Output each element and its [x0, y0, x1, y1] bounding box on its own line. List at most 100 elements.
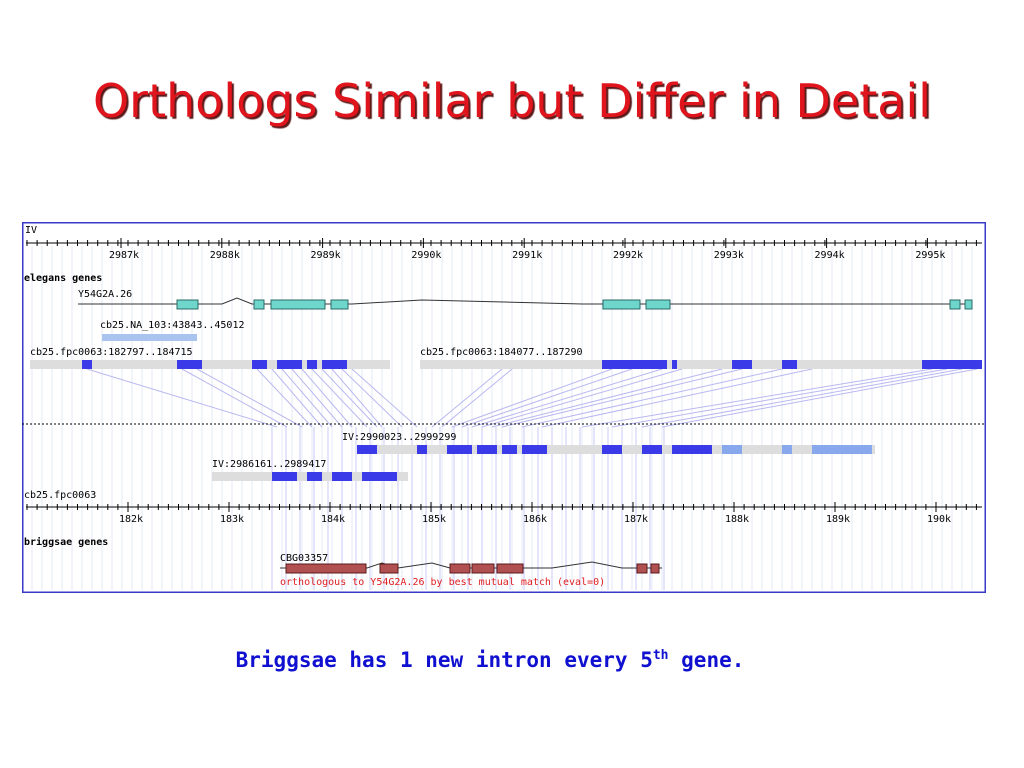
briggsae-note: orthologous to Y54G2A.26 by best mutual … [280, 577, 605, 588]
exon [496, 563, 524, 574]
link-line [501, 368, 743, 428]
caption: Briggsae has 1 new intron every 5th gene… [0, 648, 980, 672]
exon [176, 299, 199, 310]
alignment-links [86, 368, 978, 590]
contig-label: cb25.fpc0063 [24, 490, 96, 501]
tick-label: 2987k [109, 250, 139, 261]
intron-line [280, 561, 662, 569]
tick-label: 2991k [512, 250, 542, 261]
genome-browser: IV 2987k 2988k 2989k 2990k 2991k 2992k 2993k 29… [22, 222, 986, 593]
exon [270, 299, 326, 310]
link-line [256, 368, 313, 428]
tick-label: 182k [119, 514, 143, 525]
match-block [307, 360, 317, 369]
link-line [196, 368, 303, 428]
link-line [441, 368, 513, 428]
match-block [332, 472, 352, 481]
tick-label: 188k [725, 514, 749, 525]
alignment-bg [420, 360, 982, 369]
elegans-gene [78, 297, 973, 310]
match-block [82, 360, 92, 369]
alignment-bg [102, 334, 197, 341]
exon [645, 299, 671, 310]
exon [330, 299, 349, 310]
match-block [252, 360, 267, 369]
match-block [272, 472, 297, 481]
tick-label: 189k [826, 514, 850, 525]
alignment-label: IV:2990023..2999299 [342, 432, 456, 443]
tick-label: 2988k [210, 250, 240, 261]
link-line [331, 368, 383, 428]
browser-frame [22, 222, 986, 593]
alignment-label: IV:2986161..2989417 [212, 459, 326, 470]
exon [602, 299, 641, 310]
alignment-blocks [30, 334, 982, 369]
exon [471, 563, 495, 574]
tick-label: 186k [523, 514, 547, 525]
alignment-label: cb25.NA_103:43843..45012 [100, 320, 245, 331]
match-block [362, 472, 397, 481]
match-block [922, 360, 962, 369]
match-block [602, 360, 667, 369]
match-block [177, 360, 202, 369]
match-block [962, 360, 982, 369]
link-line [641, 368, 963, 428]
tick-label: 2990k [411, 250, 441, 261]
bottom-ruler-ticks: 182k 183k 184k 185k 186k 187k 188k 189k 190k [26, 502, 977, 525]
chromosome-label: IV [25, 225, 37, 236]
match-block [722, 445, 742, 454]
alignment-bg [30, 360, 390, 369]
elegans-gene-label: Y54G2A.26 [78, 289, 132, 300]
link-line [321, 368, 378, 428]
link-line [311, 368, 368, 428]
caption-suffix: gene. [668, 648, 745, 672]
match-block [672, 445, 712, 454]
tick-label: 2989k [311, 250, 341, 261]
alignment-label: cb25.fpc0063:182797..184715 [30, 347, 193, 358]
match-block [602, 445, 622, 454]
tick-label: 184k [321, 514, 345, 525]
link-line [611, 368, 948, 428]
link-line [541, 368, 813, 428]
caption-text: Briggsae has 1 new intron every 5 [235, 648, 653, 672]
slide-title: Orthologs Similar but Differ in Detail [92, 74, 932, 128]
match-block [417, 445, 427, 454]
exon [253, 299, 265, 310]
exon [379, 563, 399, 574]
tick-label: 2995k [915, 250, 945, 261]
alignment-label: cb25.fpc0063:184077..187290 [420, 347, 583, 358]
match-block [522, 445, 547, 454]
briggsae-gene [280, 561, 662, 574]
link-line [451, 368, 613, 428]
tick-label: 187k [624, 514, 648, 525]
match-block [502, 445, 517, 454]
link-line [581, 368, 933, 428]
match-block [477, 445, 497, 454]
exon [650, 563, 660, 574]
match-block [782, 360, 797, 369]
match-block [732, 360, 752, 369]
match-block [642, 445, 662, 454]
briggsae-gene-label: CBG03357 [280, 553, 328, 564]
link-line [521, 368, 783, 428]
link-line [301, 368, 353, 428]
link-line [481, 368, 683, 428]
exon [449, 563, 471, 574]
tick-label: 183k [220, 514, 244, 525]
match-block [357, 445, 377, 454]
link-line [271, 368, 323, 428]
link-line [661, 368, 978, 428]
exon [964, 299, 973, 310]
match-block [672, 360, 677, 369]
exon [636, 563, 648, 574]
match-block [277, 360, 302, 369]
tick-label: 2994k [815, 250, 845, 261]
caption-superscript: th [652, 648, 669, 663]
tick-label: 190k [927, 514, 951, 525]
tick-label: 2992k [613, 250, 643, 261]
tick-label: 185k [422, 514, 446, 525]
alignment-blocks [212, 445, 875, 481]
link-line [491, 368, 723, 428]
match-block [307, 472, 322, 481]
